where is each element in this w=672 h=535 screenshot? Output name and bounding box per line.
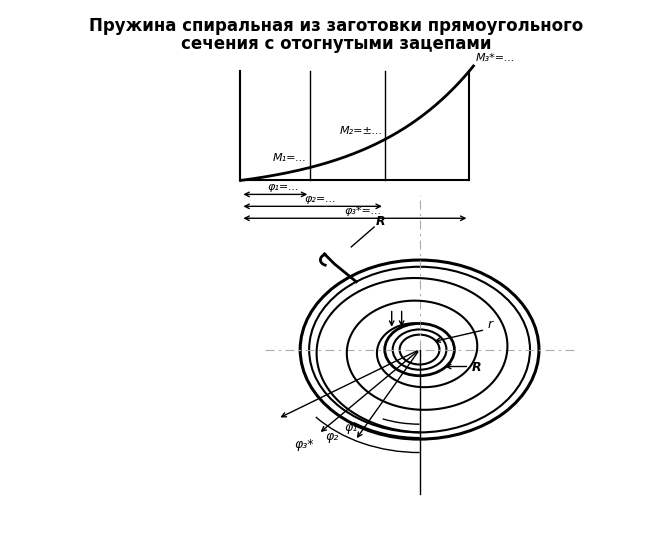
Text: r: r	[487, 318, 493, 331]
Text: φ₁: φ₁	[345, 421, 358, 434]
Text: φ₁=...: φ₁=...	[267, 182, 299, 193]
Text: Пружина спиральная из заготовки прямоугольного: Пружина спиральная из заготовки прямоуго…	[89, 17, 583, 35]
Text: φ₂: φ₂	[325, 430, 339, 443]
Text: M₃*=...: M₃*=...	[475, 53, 515, 63]
Text: R: R	[471, 362, 481, 374]
Text: M₂=±...: M₂=±...	[339, 126, 383, 135]
Text: R: R	[376, 215, 386, 228]
Text: φ₂=...: φ₂=...	[304, 194, 337, 204]
Text: M₁=...: M₁=...	[273, 154, 307, 164]
Text: φ₃*=...: φ₃*=...	[344, 207, 382, 216]
Text: φ₃*: φ₃*	[294, 438, 314, 451]
Text: сечения с отогнутыми зацепами: сечения с отогнутыми зацепами	[181, 35, 491, 53]
